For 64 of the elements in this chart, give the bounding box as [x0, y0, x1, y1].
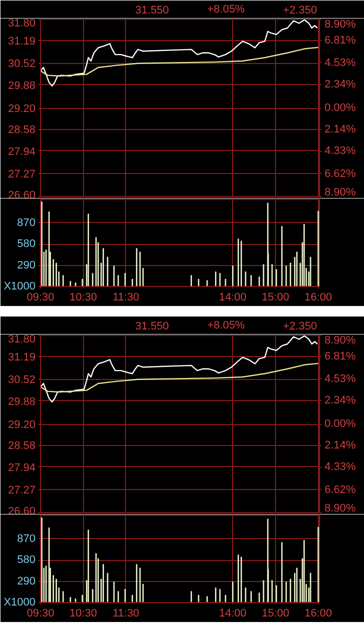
x-tick-label: 15:00 [262, 608, 290, 620]
x-tick-label: 10:30 [69, 608, 97, 620]
y-tick-label: 31.19 [8, 35, 36, 48]
text: 31.550 [135, 320, 169, 332]
y-tick-label: 28.58 [8, 124, 36, 136]
y2-tick-label: 4.33% [324, 145, 356, 158]
x-tick-label: 15:00 [262, 292, 290, 304]
line-series [40, 20, 318, 86]
y-tick-label: 580 [17, 554, 36, 566]
y-tick-label: 870 [17, 216, 36, 229]
y-tick-label: X1000 [4, 596, 36, 608]
y-tick-label: 29.20 [8, 103, 36, 115]
y2-tick-label: 6.62% [324, 168, 356, 180]
y2-tick-label: 0.00% [324, 418, 356, 430]
y2-tick-label: 8.90% [324, 334, 356, 346]
y-tick-label: 31.80 [8, 334, 36, 346]
line-series [40, 362, 319, 393]
x-tick-label: 11:30 [112, 608, 140, 620]
y2-tick-label: 4.33% [324, 461, 356, 474]
x-tick-label: 11:30 [112, 292, 140, 304]
y-tick-label: 290 [17, 575, 36, 588]
y-tick-label: 870 [17, 532, 36, 545]
y-tick-label: 29.88 [8, 396, 36, 408]
y2-tick-label: 2.14% [324, 123, 356, 136]
text: +8.05% [207, 4, 246, 16]
y-tick-label: 31.19 [8, 351, 36, 364]
y-tick-label: X1000 [4, 280, 36, 292]
y-tick-label: 580 [17, 238, 36, 250]
line-series [40, 46, 319, 77]
y2-tick-label: 2.34% [324, 78, 356, 91]
x-tick-label: 16:00 [304, 292, 332, 304]
y-tick-label: 29.88 [8, 80, 36, 92]
y2-tick-label: 4.53% [324, 372, 356, 385]
text: +2.350 [282, 4, 317, 16]
y-tick-label: 30.52 [8, 374, 36, 386]
y2-tick-label: 8.90% [324, 18, 356, 30]
x-tick-label: 16:00 [304, 608, 332, 620]
y2-tick-label: 8.90% [324, 186, 356, 198]
y-tick-label: 28.58 [8, 440, 36, 452]
y2-tick-label: 6.81% [324, 34, 356, 46]
y2-tick-label: 6.81% [324, 350, 356, 362]
x-tick-label: 09:30 [26, 292, 54, 304]
y-tick-label: 290 [17, 259, 36, 272]
y-tick-label: 29.20 [8, 419, 36, 431]
x-tick-label: 14:00 [219, 608, 247, 620]
y2-tick-label: 6.62% [324, 484, 356, 496]
text: +8.05% [207, 320, 246, 332]
y-tick-label: 27.94 [8, 462, 36, 474]
y2-tick-label: 2.14% [324, 439, 356, 452]
y-tick-label: 30.52 [8, 58, 36, 70]
y2-tick-label: 8.90% [324, 502, 356, 514]
x-tick-label: 14:00 [219, 292, 247, 304]
y-tick-label: 27.94 [8, 146, 36, 158]
y-tick-label: 27.27 [8, 484, 36, 497]
y-tick-label: 27.27 [8, 168, 36, 181]
y2-tick-label: 4.53% [324, 56, 356, 69]
x-tick-label: 10:30 [69, 292, 97, 304]
y2-tick-label: 2.34% [324, 394, 356, 407]
text: +2.350 [282, 320, 317, 332]
y2-tick-label: 0.00% [324, 102, 356, 114]
line-series [40, 336, 318, 402]
y-tick-label: 31.80 [8, 18, 36, 30]
text: 31.550 [135, 4, 169, 16]
x-tick-label: 09:30 [26, 608, 54, 620]
